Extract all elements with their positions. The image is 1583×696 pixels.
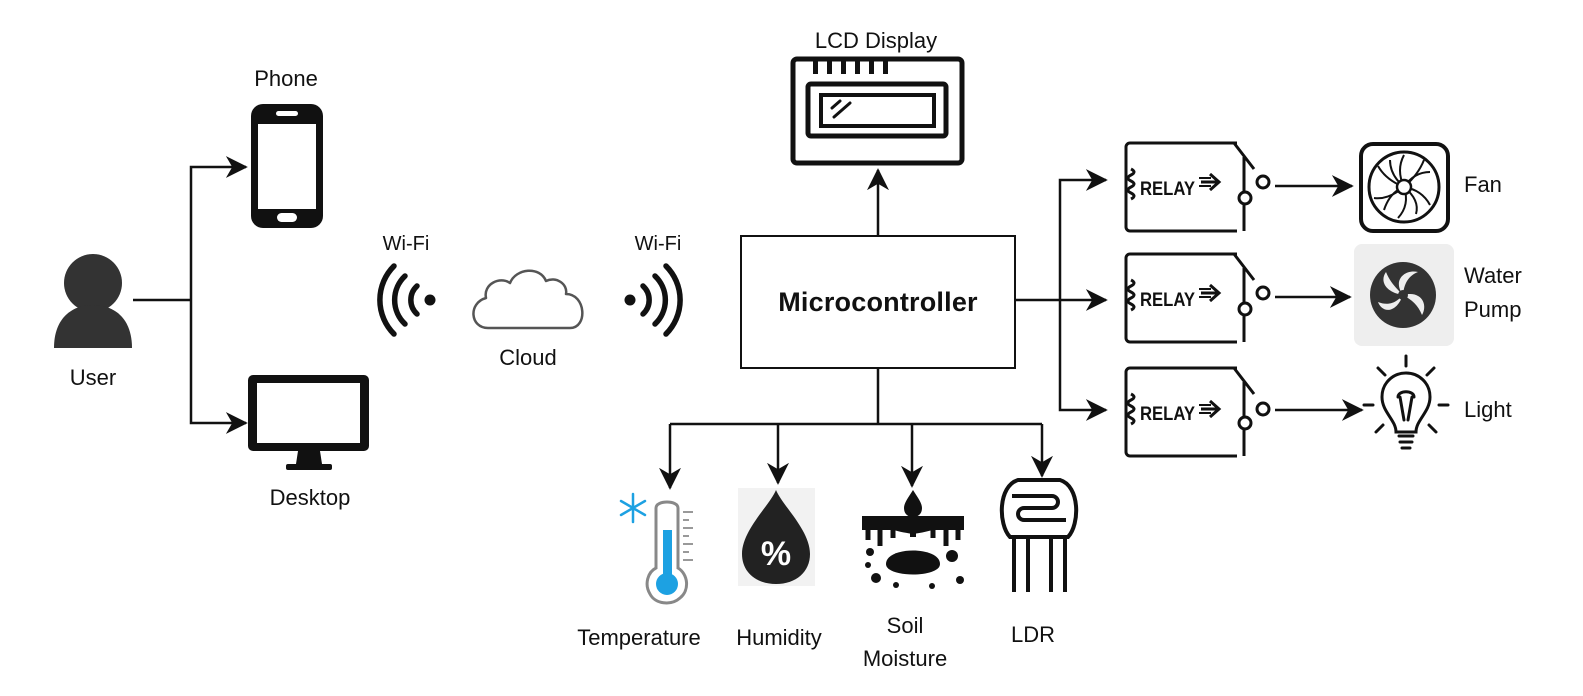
relay-fan: RELAY bbox=[1124, 139, 1271, 235]
microcontroller-box: Microcontroller bbox=[740, 235, 1016, 369]
light-label: Light bbox=[1464, 397, 1512, 422]
wifi-right-label: Wi-Fi bbox=[634, 233, 682, 255]
phone-label: Phone bbox=[254, 66, 318, 91]
wifi-left-icon bbox=[377, 263, 436, 337]
user-label: User bbox=[69, 365, 117, 390]
to-relay-fan-arrow bbox=[1058, 169, 1108, 300]
relay-light: RELAY bbox=[1124, 364, 1271, 460]
humidity-label: Humidity bbox=[736, 625, 822, 650]
water-pump-icon bbox=[1354, 244, 1454, 346]
soil-moisture-label-line2: Moisture bbox=[862, 646, 948, 671]
wifi-left-label: Wi-Fi bbox=[382, 233, 430, 255]
soil-moisture-icon bbox=[862, 490, 964, 589]
wifi-right-icon bbox=[624, 263, 683, 337]
user-icon bbox=[54, 254, 132, 348]
connectors bbox=[133, 156, 1364, 490]
humidity-icon: % bbox=[738, 488, 815, 586]
relay-pump: RELAY bbox=[1124, 250, 1271, 346]
water-pump-label-line2: Pump bbox=[1464, 297, 1522, 322]
lcd-display-icon bbox=[790, 56, 965, 166]
fan-label: Fan bbox=[1464, 172, 1502, 197]
water-pump-label-line1: Water bbox=[1464, 263, 1522, 288]
to-relay-light-arrow bbox=[1058, 300, 1108, 421]
desktop-label: Desktop bbox=[269, 485, 351, 510]
lcd-display-label: LCD Display bbox=[814, 28, 938, 53]
relay-text: RELAY bbox=[1140, 404, 1195, 425]
relay-text: RELAY bbox=[1140, 179, 1195, 200]
cloud-icon bbox=[472, 269, 584, 330]
relay-text: RELAY bbox=[1140, 290, 1195, 311]
microcontroller-label: Microcontroller bbox=[778, 286, 978, 317]
user-to-phone-arrow bbox=[189, 156, 248, 300]
snowflake-icon bbox=[619, 492, 647, 524]
user-to-desktop-arrow bbox=[189, 300, 248, 434]
cloud-label: Cloud bbox=[499, 345, 557, 370]
ldr-label: LDR bbox=[1010, 622, 1056, 647]
svg-text:%: % bbox=[761, 535, 791, 573]
temperature-icon bbox=[619, 492, 693, 605]
soil-moisture-label-line1: Soil bbox=[886, 613, 924, 638]
ldr-icon bbox=[999, 478, 1079, 592]
micro-to-sensor-bus bbox=[670, 369, 1042, 426]
phone-icon bbox=[251, 104, 323, 228]
fan-icon bbox=[1359, 142, 1450, 233]
light-bulb-icon bbox=[1362, 354, 1450, 450]
desktop-icon bbox=[248, 375, 369, 470]
temperature-label: Temperature bbox=[577, 625, 701, 650]
